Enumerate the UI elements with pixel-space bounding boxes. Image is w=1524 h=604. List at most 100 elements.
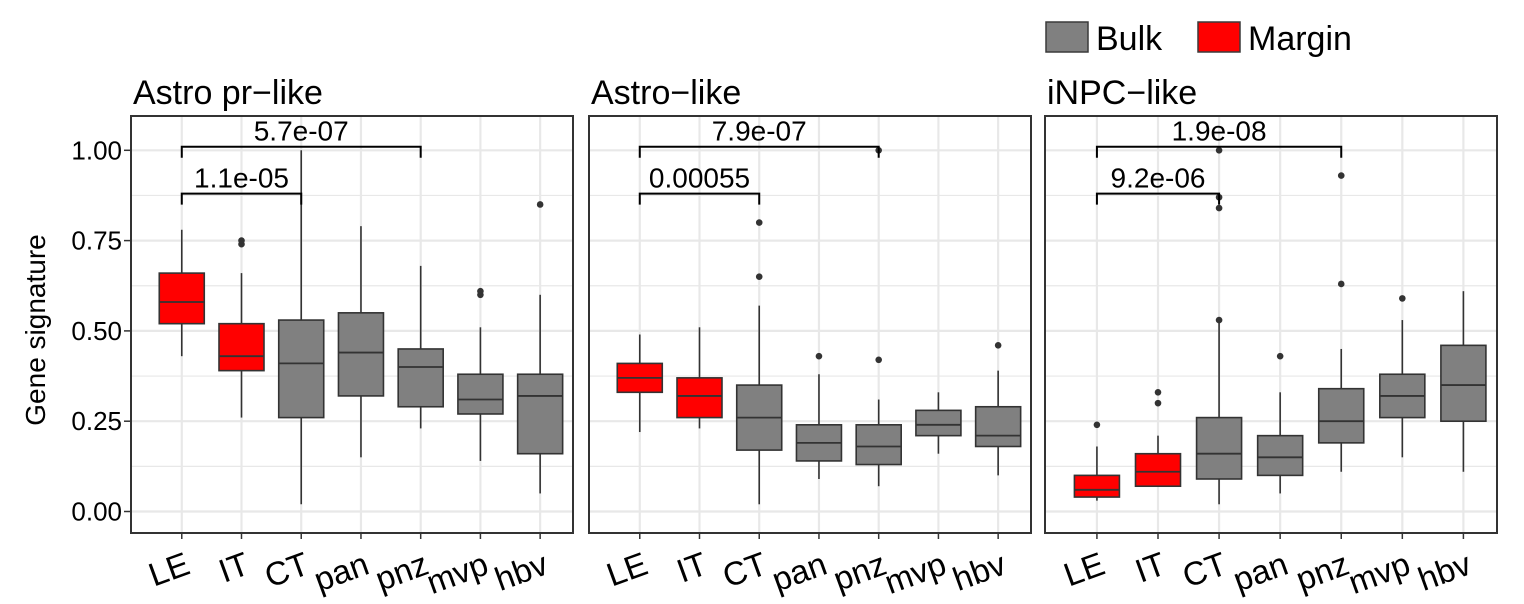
outlier-point [875,356,882,364]
box-CT [735,219,783,505]
box-LE [1073,421,1121,501]
y-tick-label: 0.25 [71,406,122,436]
box-body [974,405,1022,448]
y-axis-title-group: Gene signature [20,234,51,425]
box-body [218,322,265,372]
box-hbv [974,342,1022,476]
panel-title: iNPC−like [1047,74,1197,112]
box-mvp [457,287,504,461]
x-tick-label-CT: CT [718,545,772,595]
legend-swatch-margin [1197,21,1241,53]
box-body [1256,434,1304,477]
outlier-point [755,219,763,226]
bracket-p-value: 1.9e-08 [1172,116,1267,147]
box-body [676,377,723,419]
box-body [457,373,504,415]
x-tick-label-LE: LE [602,545,653,594]
legend: Bulk Margin [1045,20,1352,58]
x-tick-label-CT: CT [260,545,314,595]
box-mvp [1379,295,1426,458]
box-pan [337,226,385,458]
box-pan [1256,352,1304,494]
x-tick-label-mvp: mvp [1343,545,1414,601]
box-LE [616,334,664,433]
panel-title: Astro−like [591,74,741,112]
x-tick-label-mvp: mvp [880,545,951,601]
box-IT [218,237,265,418]
panel-border [1044,115,1498,534]
x-tick-label-mvp: mvp [422,545,493,601]
box-LE [158,229,206,357]
box-body [1317,387,1365,444]
y-tick-label: 0.75 [71,226,122,256]
legend-swatch-bulk [1045,21,1089,53]
bracket-line [1095,192,1221,205]
outlier-point [238,237,245,244]
legend-label-bulk: Bulk [1096,20,1163,58]
box-CT [1195,147,1243,505]
significance-bracket: 7.9e-07 [638,116,880,158]
bracket-line [638,145,880,158]
y-tick-label: 0.00 [71,497,122,527]
bracket-line [1095,145,1343,158]
outlier-point [1154,399,1162,407]
y-tick-label: 1.00 [71,135,122,165]
box-pnz [397,265,444,429]
panel-title: Astro pr−like [133,74,323,112]
x-tick-label-hbv: hbv [948,545,1011,598]
box-body [397,348,444,408]
box-IT [1134,389,1182,488]
significance-bracket: 0.00055 [638,163,761,205]
outlier-point [994,342,1002,349]
x-tick-label-IT: IT [214,545,254,590]
box-body [1134,452,1182,488]
bracket-line [638,192,761,205]
x-tick-label-LE: LE [1059,545,1110,594]
outlier-point [1215,204,1223,212]
outlier-point [477,287,484,295]
outlier-point [1215,147,1223,154]
outlier-point [1337,280,1345,288]
y-tick-label: 0.50 [71,316,122,346]
x-tick-label-CT: CT [1177,545,1231,595]
bracket-p-value: 9.2e-06 [1111,163,1206,194]
outlier-point [1154,389,1162,396]
box-body [915,409,962,437]
box-pnz [1317,172,1365,472]
x-tick-label-hbv: hbv [1413,545,1476,598]
panel-border [130,115,574,534]
outlier-point [1337,172,1345,179]
outlier-point [1093,421,1101,429]
x-tick-label-IT: IT [672,545,712,590]
box-body [516,373,564,455]
box-body [1440,344,1487,422]
bracket-p-value: 0.00055 [649,163,750,194]
x-tick-label-IT: IT [1130,545,1170,590]
significance-bracket: 1.9e-08 [1095,116,1343,158]
significance-bracket: 1.1e-05 [180,163,303,205]
box-body [1195,416,1243,480]
bracket-p-value: 5.7e-07 [254,116,349,147]
y-axis-title: Gene signature [20,234,51,425]
outlier-point [1399,295,1406,302]
box-body [277,319,325,419]
x-tick-label-pan: pan [1228,545,1292,599]
box-body [855,424,902,466]
box-pan [795,352,843,479]
panel-2: iNPC−like 1.9e-08 9.2e-06 LE IT CTpanpnzmvphb… [1044,74,1498,601]
box-IT [676,327,723,429]
outlier-point [815,352,823,360]
box-mvp [915,392,962,454]
x-tick-label-pnz: pnz [1291,545,1354,598]
outlier-point [536,201,544,208]
outlier-point [1215,316,1223,324]
panel-border [588,115,1032,534]
legend-label-margin: Margin [1248,20,1352,58]
outlier-point [1276,352,1284,360]
significance-bracket: 5.7e-07 [180,116,422,158]
x-tick-label-hbv: hbv [490,545,553,598]
box-hbv [1440,291,1487,472]
x-tick-label-pan: pan [309,545,373,599]
